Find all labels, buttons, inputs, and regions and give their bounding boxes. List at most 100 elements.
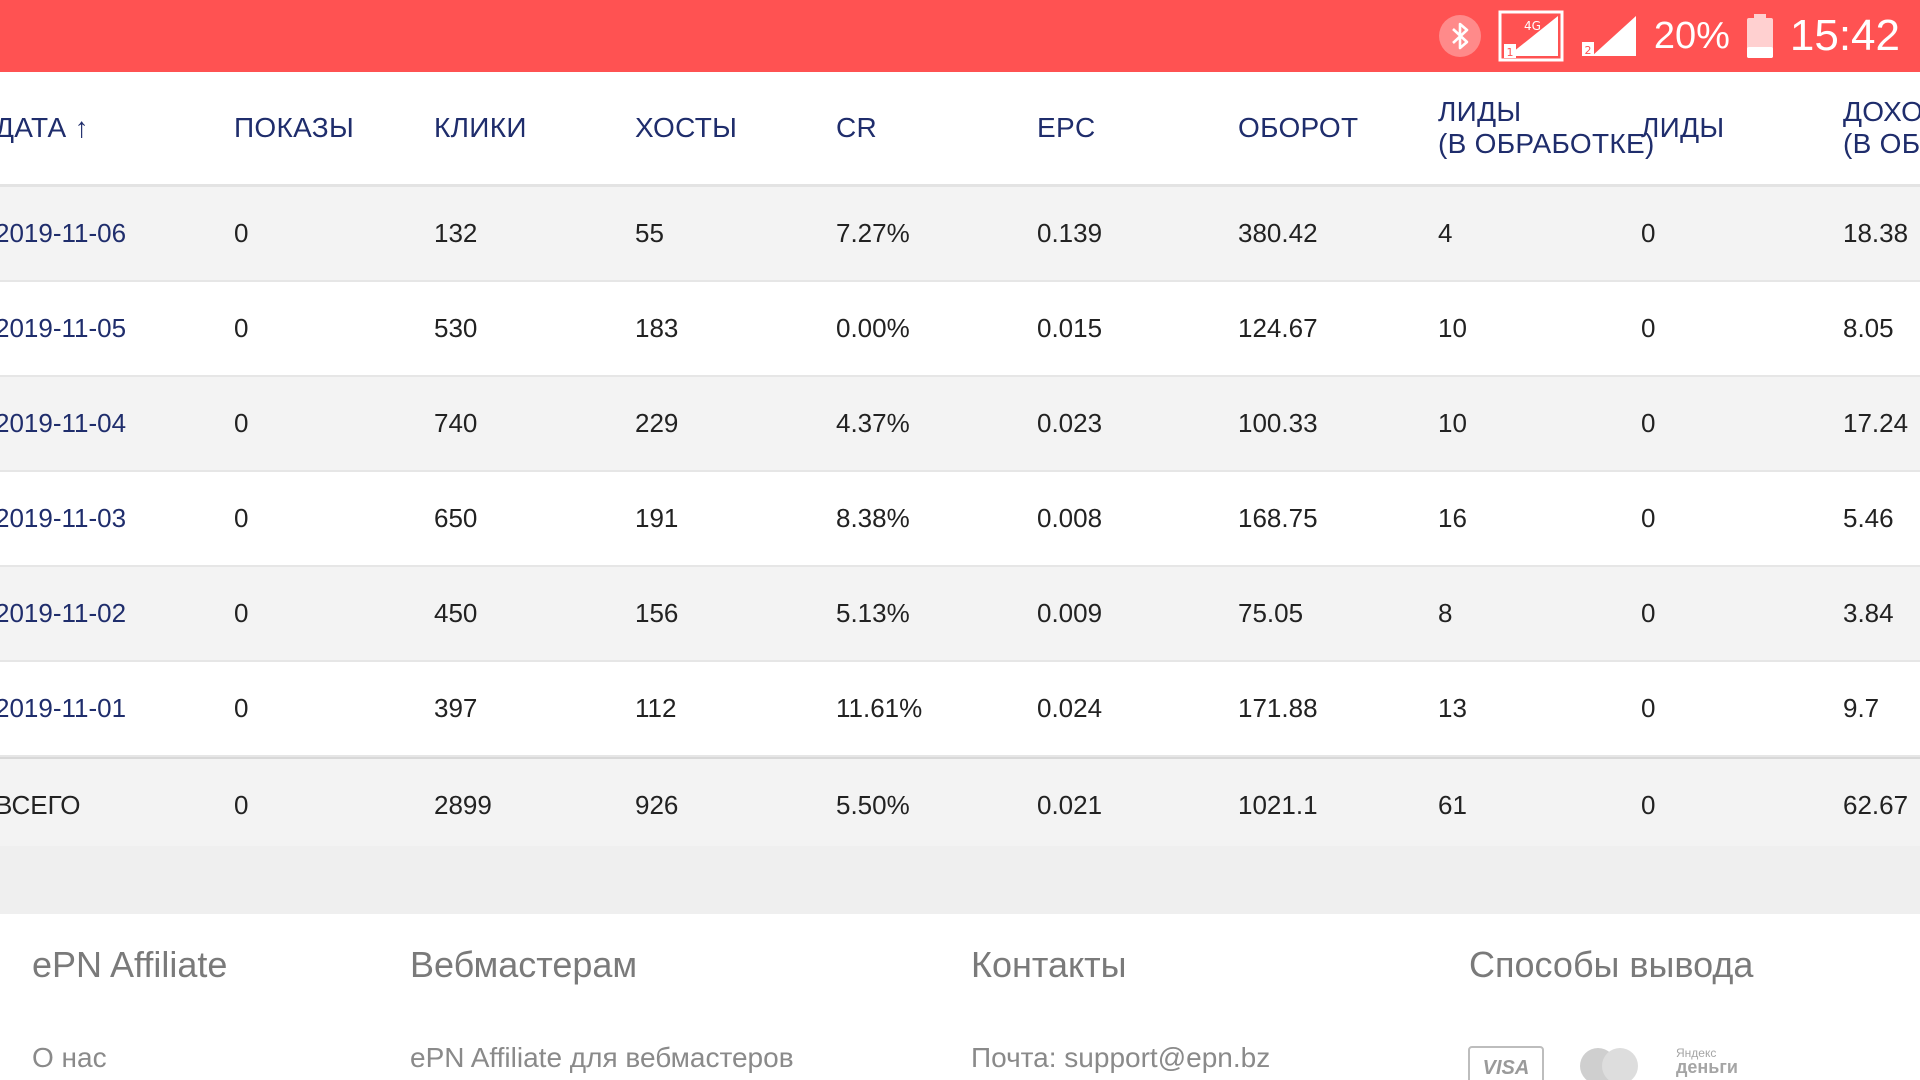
cell-income-pending: 9.7: [1843, 693, 1880, 723]
total-leads-pending: 61: [1438, 790, 1467, 820]
sim2-signal-icon: 2: [1580, 12, 1638, 60]
cell-date[interactable]: 2019-11-02: [0, 598, 127, 628]
cell-leads-pending: 13: [1438, 693, 1467, 723]
cell-impressions: 0: [234, 218, 249, 248]
cell-date[interactable]: 2019-11-05: [0, 313, 127, 343]
cell-date[interactable]: 2019-11-04: [0, 408, 127, 438]
cell-turnover: 380.42: [1238, 218, 1318, 248]
table-total-row: ВСЕГО 0 2899 926 5.50% 0.021 1021.1 61 0…: [0, 757, 1920, 852]
cell-leads-pending: 10: [1438, 408, 1467, 438]
cell-impressions: 0: [234, 693, 249, 723]
column-header-clicks[interactable]: КЛИКИ: [434, 112, 527, 143]
cell-date[interactable]: 2019-11-01: [0, 693, 127, 723]
table-row: 2019-11-04 0 740 229 4.37% 0.023 100.33 10 0 17.2…: [0, 377, 1920, 472]
cell-hosts: 229: [635, 408, 679, 438]
total-clicks: 2899: [434, 790, 492, 820]
cell-impressions: 0: [234, 598, 249, 628]
battery-icon: [1746, 13, 1774, 59]
cell-leads-pending: 16: [1438, 503, 1467, 533]
cell-epc: 0.139: [1037, 218, 1103, 248]
column-header-epc[interactable]: EPC: [1037, 112, 1096, 143]
cell-income-pending: 8.05: [1843, 313, 1894, 343]
cell-leads: 0: [1641, 408, 1656, 438]
cell-cr: 5.13%: [836, 598, 910, 628]
footer-title-epn: ePN Affiliate: [32, 944, 228, 985]
table-header: ДАТА ↑ ПОКАЗЫ КЛИКИ ХОСТЫ CR EPC ОБОРОТ …: [0, 72, 1920, 187]
cell-turnover: 171.88: [1238, 693, 1318, 723]
cell-clicks: 132: [434, 218, 478, 248]
svg-text:2: 2: [1584, 44, 1591, 57]
cell-turnover: 100.33: [1238, 408, 1318, 438]
column-header-cr[interactable]: CR: [836, 112, 878, 143]
cell-epc: 0.024: [1037, 693, 1103, 723]
cell-income-pending: 17.24: [1843, 408, 1909, 438]
cell-impressions: 0: [234, 503, 249, 533]
cell-cr: 0.00%: [836, 313, 910, 343]
table-body: 2019-11-06 0 132 55 7.27% 0.139 380.42 4 0 18.38 2…: [0, 187, 1920, 757]
mastercard-icon: [1580, 1046, 1640, 1080]
cell-date[interactable]: 2019-11-06: [0, 218, 127, 248]
column-header-impressions[interactable]: ПОКАЗЫ: [234, 112, 355, 143]
column-header-leads-pending[interactable]: ЛИДЫ (В ОБРАБОТКЕ): [1438, 96, 1655, 160]
cell-turnover: 168.75: [1238, 503, 1318, 533]
payment-methods: VISA Яндекс деньги: [1468, 1046, 1786, 1080]
status-bar: 1 4G 2 20% 15:42: [0, 0, 1920, 72]
yandex-money-small-text: Яндекс: [1676, 1046, 1717, 1060]
cell-epc: 0.008: [1037, 503, 1103, 533]
column-header-hosts[interactable]: ХОСТЫ: [635, 112, 738, 143]
yandex-money-big-text: деньги: [1676, 1057, 1738, 1077]
cell-income-pending: 18.38: [1843, 218, 1909, 248]
footer-title-withdrawal: Способы вывода: [1469, 944, 1754, 985]
footer-link-for-webmasters[interactable]: ePN Affiliate для вебмастеров: [410, 1042, 794, 1073]
cell-impressions: 0: [234, 313, 249, 343]
cell-leads: 0: [1641, 598, 1656, 628]
bluetooth-icon: [1438, 14, 1482, 58]
total-cr: 5.50%: [836, 790, 910, 820]
cell-clicks: 397: [434, 693, 478, 723]
network-type-label: 4G: [1524, 19, 1541, 33]
total-hosts: 926: [635, 790, 679, 820]
cell-turnover: 75.05: [1238, 598, 1304, 628]
column-header-leads-pending-line1: ЛИДЫ: [1438, 96, 1522, 127]
cell-impressions: 0: [234, 408, 249, 438]
column-header-income-pending[interactable]: ДОХОД (В ОБРАБОТКЕ): [1843, 96, 1920, 160]
footer-title-contacts: Контакты: [971, 944, 1127, 985]
column-header-turnover[interactable]: ОБОРОТ: [1238, 112, 1359, 143]
cell-cr: 7.27%: [836, 218, 910, 248]
section-divider: [0, 846, 1920, 914]
status-icons: 1 4G 2 20% 15:42: [1438, 0, 1900, 72]
cell-leads-pending: 8: [1438, 598, 1453, 628]
total-impressions: 0: [234, 790, 249, 820]
cell-leads: 0: [1641, 218, 1656, 248]
cell-epc: 0.009: [1037, 598, 1103, 628]
cell-leads: 0: [1641, 693, 1656, 723]
column-header-leads[interactable]: ЛИДЫ: [1641, 112, 1725, 143]
cell-clicks: 650: [434, 503, 478, 533]
total-turnover: 1021.1: [1238, 790, 1318, 820]
cell-leads-pending: 4: [1438, 218, 1453, 248]
cell-date[interactable]: 2019-11-03: [0, 503, 127, 533]
clock: 15:42: [1789, 11, 1900, 60]
cell-income-pending: 5.46: [1843, 503, 1894, 533]
table-row: 2019-11-06 0 132 55 7.27% 0.139 380.42 4 0 18.38: [0, 187, 1920, 282]
cell-hosts: 156: [635, 598, 679, 628]
total-income-pending: 62.67: [1843, 790, 1909, 820]
footer: ePN Affiliate Вебмастерам Контакты Спосо…: [0, 914, 1920, 1080]
svg-text:1: 1: [1506, 46, 1513, 59]
footer-link-about[interactable]: О нас: [32, 1042, 107, 1073]
footer-title-webmasters: Вебмастерам: [410, 944, 638, 985]
yandex-money-icon: Яндекс деньги: [1676, 1046, 1786, 1080]
cell-hosts: 183: [635, 313, 679, 343]
cell-turnover: 124.67: [1238, 313, 1318, 343]
cell-leads: 0: [1641, 503, 1656, 533]
table-row: 2019-11-03 0 650 191 8.38% 0.008 168.75 16 0 5.46: [0, 472, 1920, 567]
total-label: ВСЕГО: [0, 790, 81, 820]
cell-leads: 0: [1641, 313, 1656, 343]
footer-link-email[interactable]: Почта: support@epn.bz: [971, 1042, 1271, 1073]
table-row: 2019-11-02 0 450 156 5.13% 0.009 75.05 8 0 3.84: [0, 567, 1920, 662]
cell-clicks: 450: [434, 598, 478, 628]
cell-income-pending: 3.84: [1843, 598, 1894, 628]
total-leads: 0: [1641, 790, 1656, 820]
column-header-date[interactable]: ДАТА ↑: [0, 112, 89, 143]
